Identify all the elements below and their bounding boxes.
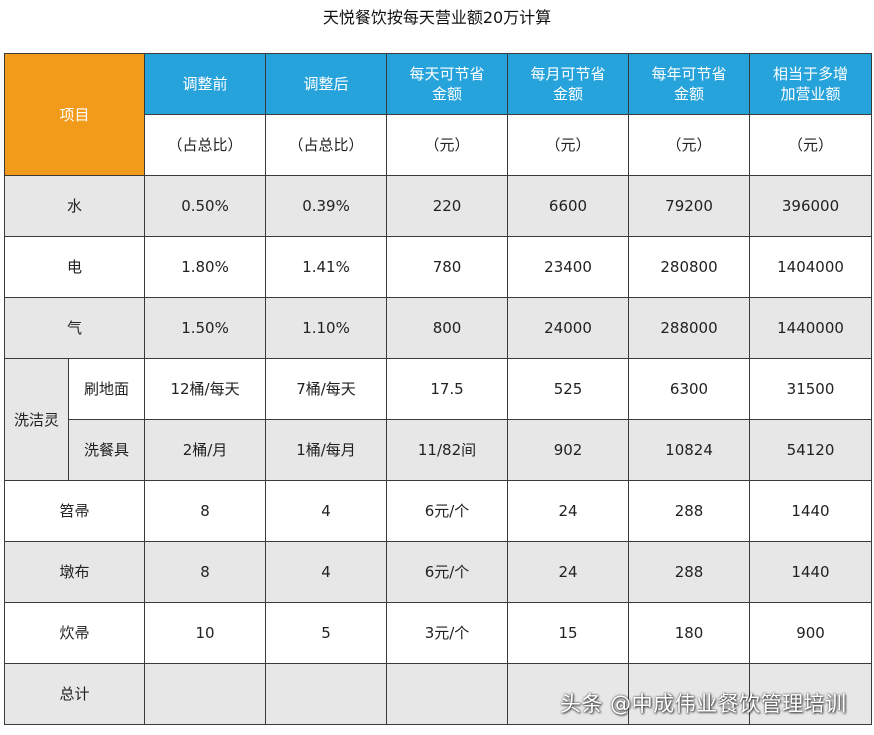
table-cell: 5 (265, 602, 388, 664)
table-cell: 4 (265, 541, 388, 603)
savings-table: 项目 调整前 调整后 每天可节省 金额 每月可节省 金额 每年可节省 金额 相当… (3, 53, 873, 725)
table-cell (265, 663, 388, 725)
table-row: 气 1.50% 1.10% 800 24000 288000 1440000 (3, 297, 873, 359)
row-label: 墩布 (3, 541, 146, 603)
header-daily-saving: 每天可节省 金额 (386, 53, 509, 115)
table-cell: 1.50% (144, 297, 267, 359)
table-cell: 800 (386, 297, 509, 359)
row-label: 笤帚 (3, 480, 146, 542)
unit-cell: （元） (386, 114, 509, 176)
row-label: 电 (3, 236, 146, 298)
table-cell: 1404000 (749, 236, 873, 298)
table-cell: 288 (628, 541, 751, 603)
table-cell: 6600 (507, 175, 630, 237)
page-title: 天悦餐饮按每天营业额20万计算 (322, 8, 552, 27)
table-cell: 23400 (507, 236, 630, 298)
table-row: 电 1.80% 1.41% 780 23400 280800 1404000 (3, 236, 873, 298)
table-cell: 396000 (749, 175, 873, 237)
table-cell: 1440000 (749, 297, 873, 359)
table-cell: 0.39% (265, 175, 388, 237)
table-cell: 31500 (749, 358, 873, 420)
row-label: 气 (3, 297, 146, 359)
total-label: 总计 (3, 663, 146, 725)
table-cell: 6元/个 (386, 541, 509, 603)
header-yearly-saving: 每年可节省 金额 (628, 53, 751, 115)
table-cell: 180 (628, 602, 751, 664)
table-cell: 10 (144, 602, 267, 664)
watermark: 头条 @中成伟业餐饮管理培训 (560, 692, 847, 716)
table-cell: 24 (507, 541, 630, 603)
table-row: 水 0.50% 0.39% 220 6600 79200 396000 (3, 175, 873, 237)
table-cell: 7桶/每天 (265, 358, 388, 420)
table-cell (144, 663, 267, 725)
table-cell (749, 663, 873, 725)
table-cell: 1.10% (265, 297, 388, 359)
unit-cell: （占总比） (144, 114, 267, 176)
header-after: 调整后 (265, 53, 388, 115)
unit-row: （占总比） （占总比） （元） （元） （元） （元） (5, 114, 873, 176)
table-row: 笤帚 8 4 6元/个 24 288 1440 (3, 480, 873, 542)
unit-cell: （元） (507, 114, 630, 176)
header-before: 调整前 (144, 53, 267, 115)
table-cell: 15 (507, 602, 630, 664)
header-monthly-saving: 每月可节省 金额 (507, 53, 630, 115)
row-label: 水 (3, 175, 146, 237)
unit-cell: （元） (628, 114, 751, 176)
table-cell: 24000 (507, 297, 630, 359)
table-cell (386, 663, 509, 725)
table-cell: 10824 (628, 419, 751, 481)
table-cell: 902 (507, 419, 630, 481)
table-cell (628, 663, 751, 725)
table-cell: 288 (628, 480, 751, 542)
group-label: 洗洁灵 (4, 358, 69, 481)
header-item: 项目 (3, 53, 146, 176)
table-cell: 288000 (628, 297, 751, 359)
row-label: 洗餐具 (67, 419, 146, 481)
table-cell: 780 (386, 236, 509, 298)
table-cell: 79200 (628, 175, 751, 237)
table-row: 洗餐具 2桶/月 1桶/每月 11/82间 902 10824 54120 (5, 419, 873, 481)
table-cell: 1440 (749, 480, 873, 542)
row-label: 刷地面 (67, 358, 146, 420)
table-cell: 2桶/月 (144, 419, 267, 481)
table-cell: 11/82间 (386, 419, 509, 481)
table-cell: 900 (749, 602, 873, 664)
table-cell: 3元/个 (386, 602, 509, 664)
row-label: 炊帚 (3, 602, 146, 664)
table-cell: 4 (265, 480, 388, 542)
table-cell: 6元/个 (386, 480, 509, 542)
header-equivalent-revenue: 相当于多增 加营业额 (749, 53, 873, 115)
table-cell: 24 (507, 480, 630, 542)
table-cell: 220 (386, 175, 509, 237)
table-cell: 6300 (628, 358, 751, 420)
total-row: 总计 (3, 663, 873, 725)
header-row: 项目 调整前 调整后 每天可节省 金额 每月可节省 金额 每年可节省 金额 相当… (3, 53, 873, 176)
table-cell: 8 (144, 480, 267, 542)
table-cell: 1440 (749, 541, 873, 603)
table-cell: 12桶/每天 (144, 358, 267, 420)
table-cell: 0.50% (144, 175, 267, 237)
table-row: 炊帚 10 5 3元/个 15 180 900 (3, 602, 873, 664)
unit-cell: （元） (749, 114, 873, 176)
table-row: 洗洁灵 刷地面 12桶/每天 7桶/每天 17.5 525 6300 31500 (4, 358, 873, 481)
table-cell: 17.5 (386, 358, 509, 420)
table-cell (507, 663, 630, 725)
table-cell: 1.41% (265, 236, 388, 298)
table-cell: 54120 (749, 419, 873, 481)
table-cell: 8 (144, 541, 267, 603)
table-cell: 1.80% (144, 236, 267, 298)
table-row: 墩布 8 4 6元/个 24 288 1440 (3, 541, 873, 603)
table-cell: 280800 (628, 236, 751, 298)
table-cell: 1桶/每月 (265, 419, 388, 481)
unit-cell: （占总比） (265, 114, 388, 176)
table-cell: 525 (507, 358, 630, 420)
